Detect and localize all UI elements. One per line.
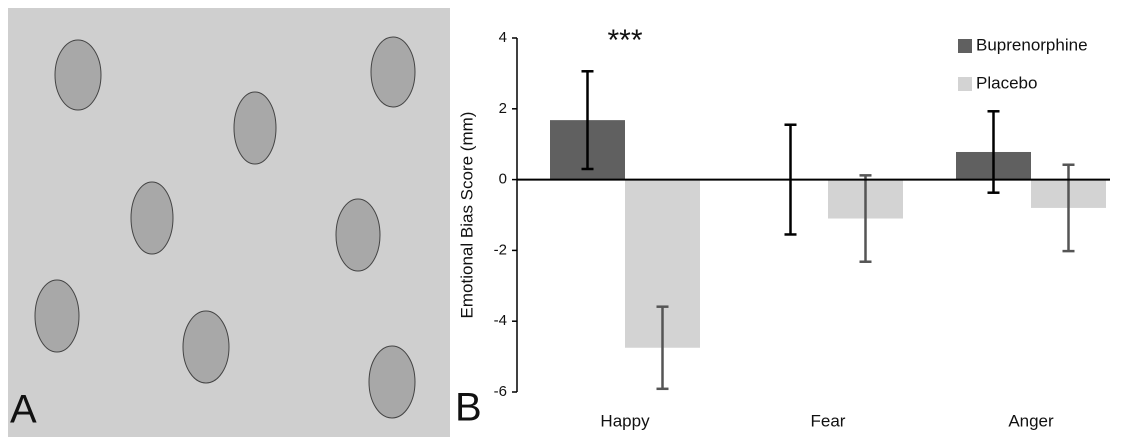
face xyxy=(35,280,79,352)
x-tick-label: Anger xyxy=(1008,411,1054,430)
legend-label: Placebo xyxy=(976,73,1037,92)
panel-label: A xyxy=(10,388,37,432)
significance-annotation: *** xyxy=(607,24,642,57)
y-tick-label: 0 xyxy=(499,171,507,188)
x-tick-label: Happy xyxy=(600,411,650,430)
legend-swatch xyxy=(958,77,972,91)
face xyxy=(234,92,276,164)
y-tick-label: -4 xyxy=(494,312,507,329)
face xyxy=(183,311,229,383)
y-tick-label: 4 xyxy=(499,29,507,46)
face xyxy=(131,182,173,254)
y-tick-label: -2 xyxy=(494,241,507,258)
face xyxy=(55,40,101,110)
y-axis-label: Emotional Bias Score (mm) xyxy=(457,112,476,319)
panel-label: B xyxy=(455,386,482,430)
x-tick-label: Fear xyxy=(811,411,846,430)
figure: A B Emotional Bias Score (mm) *** -6 -4 -2… xyxy=(0,0,1139,437)
legend-label: Buprenorphine xyxy=(976,35,1088,54)
face xyxy=(371,37,415,107)
face xyxy=(336,199,380,271)
y-tick-label: -6 xyxy=(494,383,507,400)
legend-swatch xyxy=(958,39,972,53)
face xyxy=(369,346,415,418)
panel-a: A xyxy=(8,8,450,437)
y-tick-label: 2 xyxy=(499,100,507,117)
